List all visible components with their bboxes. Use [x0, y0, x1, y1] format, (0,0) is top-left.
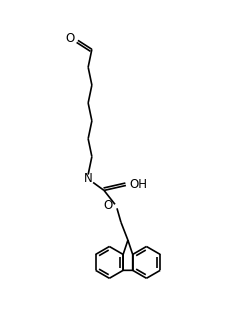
- Text: N: N: [83, 172, 92, 185]
- Text: O: O: [65, 32, 74, 45]
- Text: OH: OH: [129, 178, 147, 191]
- Text: O: O: [103, 199, 112, 212]
